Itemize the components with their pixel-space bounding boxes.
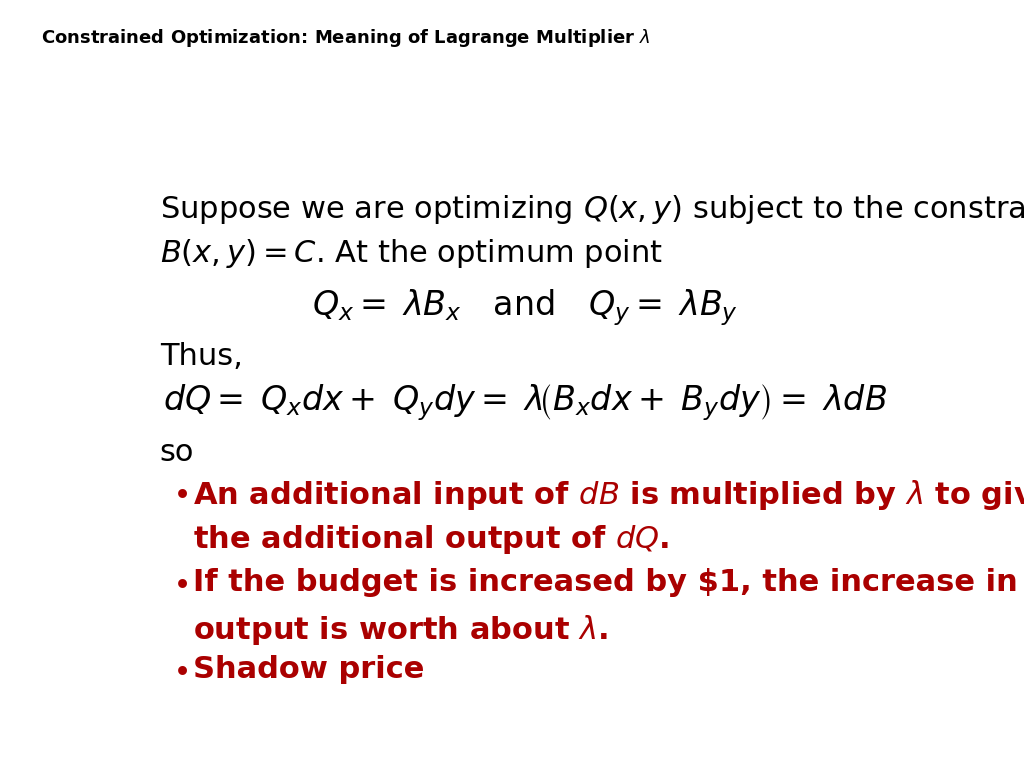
Text: Thus,: Thus,	[160, 342, 243, 371]
Text: the additional output of $dQ$.: the additional output of $dQ$.	[194, 523, 670, 556]
Text: Shadow price: Shadow price	[194, 655, 425, 684]
Text: Constrained Optimization: Meaning of Lagrange Multiplier $\lambda$: Constrained Optimization: Meaning of Lag…	[41, 27, 650, 49]
Text: An additional input of $dB$ is multiplied by $\lambda$ to give: An additional input of $dB$ is multiplie…	[194, 478, 1024, 511]
Text: $Q_x = \; \lambda B_x \quad \mathrm{and} \quad Q_y= \; \lambda B_y$: $Q_x = \; \lambda B_x \quad \mathrm{and}…	[311, 287, 738, 328]
Text: $B(x, y) = C$. At the optimum point: $B(x, y) = C$. At the optimum point	[160, 237, 663, 270]
Text: $\bullet$: $\bullet$	[172, 568, 187, 597]
Text: output is worth about $\lambda$.: output is worth about $\lambda$.	[194, 613, 608, 647]
Text: so: so	[160, 438, 195, 467]
Text: $\bullet$: $\bullet$	[172, 655, 187, 684]
Text: Suppose we are optimizing $Q(x, y)$ subject to the constraint: Suppose we are optimizing $Q(x, y)$ subj…	[160, 193, 1024, 226]
Text: If the budget is increased by $1, the increase in: If the budget is increased by $1, the in…	[194, 568, 1018, 597]
Text: $\bullet$: $\bullet$	[172, 478, 187, 507]
Text: $dQ = \; Q_x dx + \; Q_y dy = \; \lambda\!\left(B_x dx + \; B_y dy\right) = \; \: $dQ = \; Q_x dx + \; Q_y dy = \; \lambda…	[163, 382, 887, 422]
